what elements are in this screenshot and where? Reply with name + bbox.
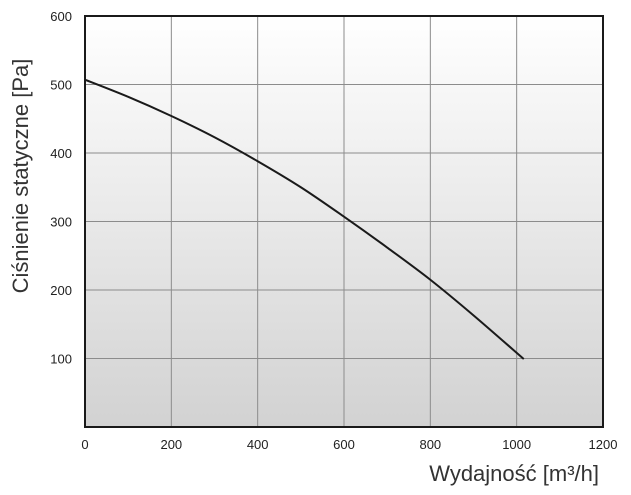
y-tick-label: 400: [50, 146, 72, 161]
y-tick-label: 100: [50, 352, 72, 367]
plot-frame: [84, 15, 604, 428]
x-tick-label: 600: [333, 437, 355, 452]
x-tick-label: 400: [247, 437, 269, 452]
x-tick-label: 800: [419, 437, 441, 452]
y-tick-label: 300: [50, 215, 72, 230]
grid-lines: [85, 16, 603, 427]
series-layer: [84, 78, 525, 360]
x-tick-label: 1000: [502, 437, 531, 452]
y-axis-title: Ciśnienie statyczne [Pa]: [8, 59, 33, 294]
x-tick-label: 200: [160, 437, 182, 452]
series-line: [84, 78, 525, 360]
x-tick-label: 1200: [589, 437, 618, 452]
y-tick-label: 600: [50, 9, 72, 24]
x-axis-title: Wydajność [m³/h]: [429, 461, 599, 486]
y-tick-labels: 100 200 300 400 500 600: [50, 9, 72, 367]
y-tick-label: 500: [50, 78, 72, 93]
y-tick-label: 200: [50, 283, 72, 298]
x-tick-labels: 0 200 400 600 800 1000 1200: [81, 437, 617, 452]
x-tick-label: 0: [81, 437, 88, 452]
